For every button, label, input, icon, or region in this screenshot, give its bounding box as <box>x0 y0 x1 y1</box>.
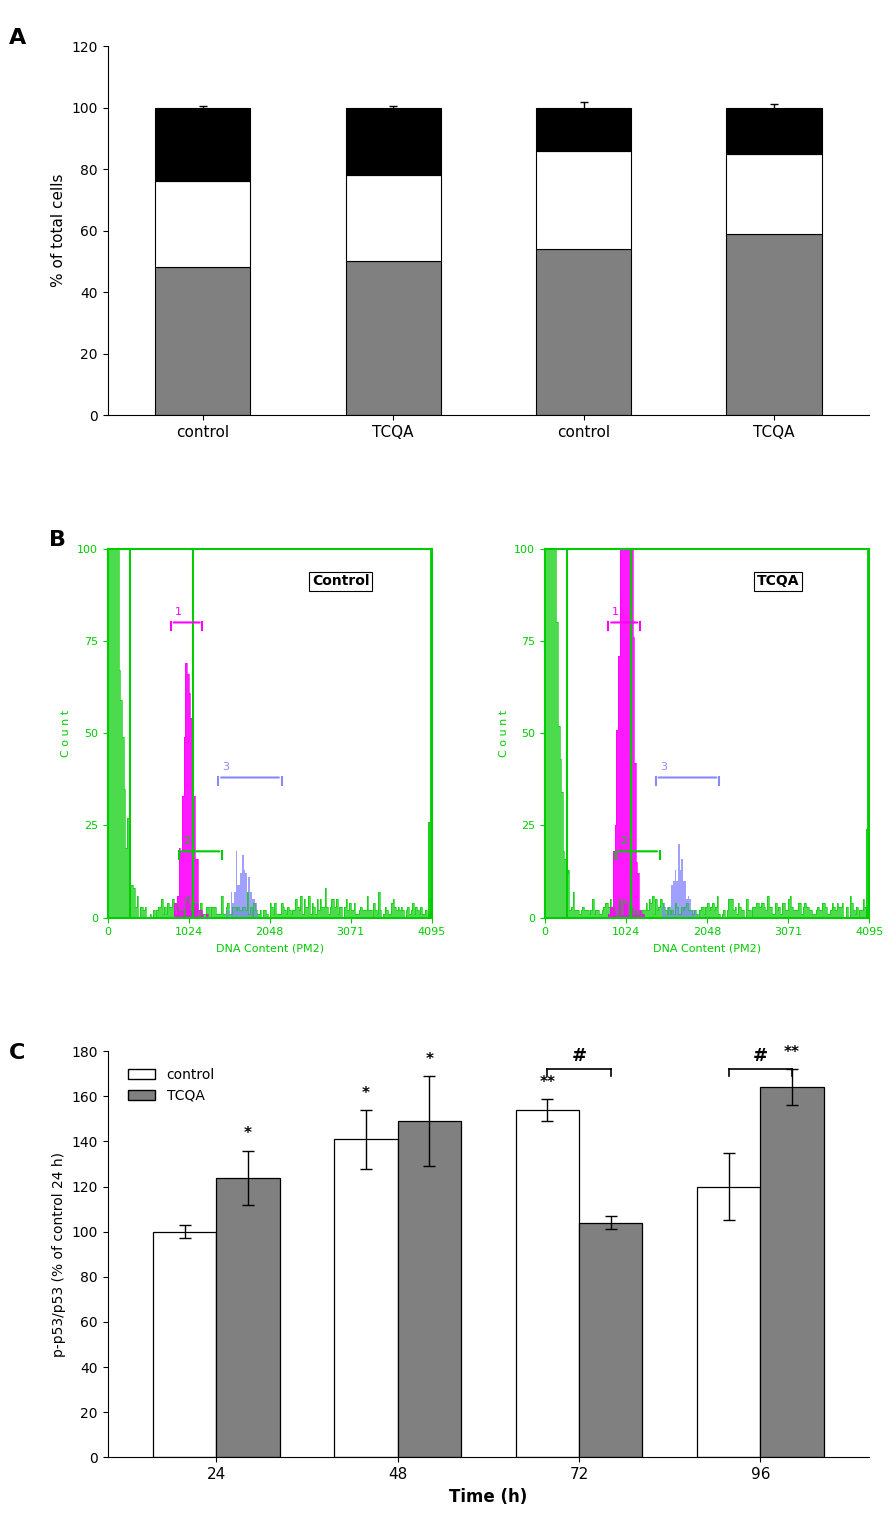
Text: 1: 1 <box>175 607 182 617</box>
Text: 3: 3 <box>222 762 229 772</box>
Bar <box>697 1187 761 1457</box>
Polygon shape <box>545 844 869 917</box>
Text: #: # <box>753 1046 768 1065</box>
Text: 2: 2 <box>183 836 190 845</box>
Bar <box>153 1232 216 1457</box>
Bar <box>398 1121 461 1457</box>
Bar <box>727 153 822 233</box>
Y-axis label: p-p53/p53 (% of control 24 h): p-p53/p53 (% of control 24 h) <box>52 1152 65 1356</box>
Text: B: B <box>49 531 66 551</box>
Bar <box>155 267 250 416</box>
Polygon shape <box>108 851 432 917</box>
X-axis label: Time (h): Time (h) <box>449 1488 528 1505</box>
Bar <box>216 1178 280 1457</box>
Bar <box>346 107 441 175</box>
Polygon shape <box>108 0 432 917</box>
Text: **: ** <box>539 1075 556 1089</box>
Text: *: * <box>244 1126 252 1141</box>
Bar <box>727 233 822 416</box>
Text: Control: Control <box>312 574 370 589</box>
Bar <box>761 1088 823 1457</box>
Bar <box>346 261 441 416</box>
Polygon shape <box>108 0 432 917</box>
Bar <box>727 107 822 153</box>
Text: A: A <box>8 28 26 48</box>
Text: 1: 1 <box>612 607 619 617</box>
Bar <box>334 1140 398 1457</box>
Text: C: C <box>8 1043 25 1063</box>
Text: **: ** <box>784 1045 800 1060</box>
Bar <box>579 1223 642 1457</box>
Y-axis label: C o u n t: C o u n t <box>499 710 509 756</box>
X-axis label: DNA Content (PM2): DNA Content (PM2) <box>653 943 761 953</box>
Text: 2: 2 <box>620 836 627 845</box>
Bar <box>515 1111 579 1457</box>
Bar <box>155 181 250 267</box>
Bar <box>536 249 631 416</box>
Text: 3: 3 <box>659 762 667 772</box>
Polygon shape <box>545 0 869 917</box>
Y-axis label: C o u n t: C o u n t <box>61 710 72 756</box>
Bar <box>155 107 250 181</box>
X-axis label: DNA Content (PM2): DNA Content (PM2) <box>216 943 323 953</box>
Text: *: * <box>426 1052 434 1068</box>
Bar <box>346 175 441 261</box>
Text: #: # <box>572 1046 587 1065</box>
Y-axis label: % of total cells: % of total cells <box>51 173 66 287</box>
Bar <box>536 150 631 249</box>
Text: TCQA: TCQA <box>757 574 799 589</box>
Text: *: * <box>362 1086 370 1101</box>
Polygon shape <box>545 0 869 917</box>
Polygon shape <box>545 0 869 917</box>
Legend: control, TCQA: control, TCQA <box>122 1062 220 1109</box>
Bar <box>536 107 631 150</box>
Polygon shape <box>108 663 432 917</box>
